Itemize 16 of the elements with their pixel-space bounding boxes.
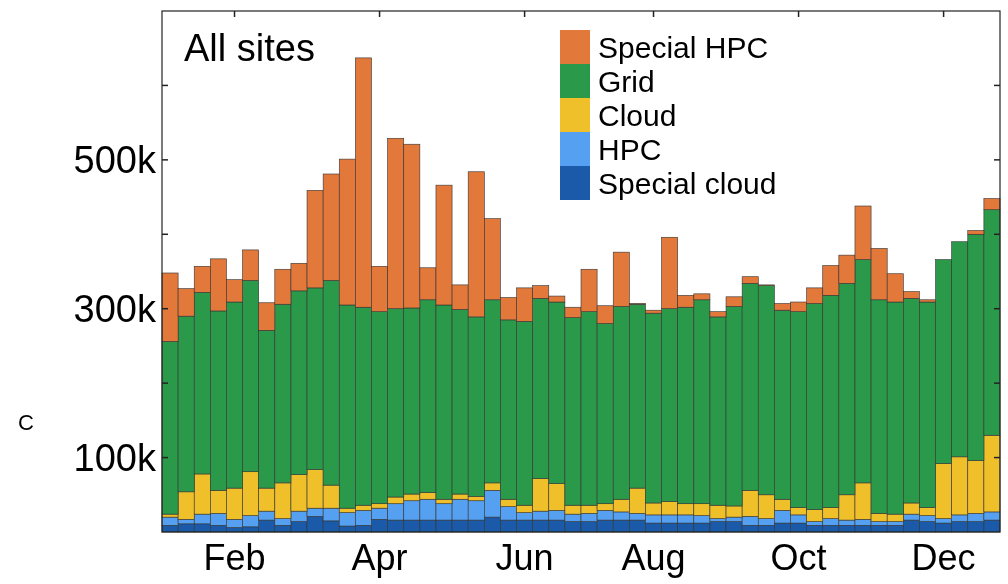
x-tick-label: Aug xyxy=(621,537,686,578)
legend-label: Cloud xyxy=(598,98,677,132)
x-tick-label: Feb xyxy=(203,537,266,578)
legend-label: Special HPC xyxy=(598,30,769,64)
legend-label: Grid xyxy=(598,64,655,98)
y-tick-label: 300k xyxy=(73,288,157,331)
x-tick-label: Apr xyxy=(351,537,408,578)
x-tick-label: Oct xyxy=(770,537,827,578)
x-tick-label: Jun xyxy=(495,537,554,578)
text: C xyxy=(18,410,34,435)
x-tick-label: Dec xyxy=(911,537,976,578)
y-tick-label: 500k xyxy=(73,139,157,182)
y-tick-label: 100k xyxy=(73,436,157,479)
legend-label: HPC xyxy=(598,132,662,166)
chart-title: All sites xyxy=(184,27,315,69)
legend-label: Special cloud xyxy=(598,166,777,200)
